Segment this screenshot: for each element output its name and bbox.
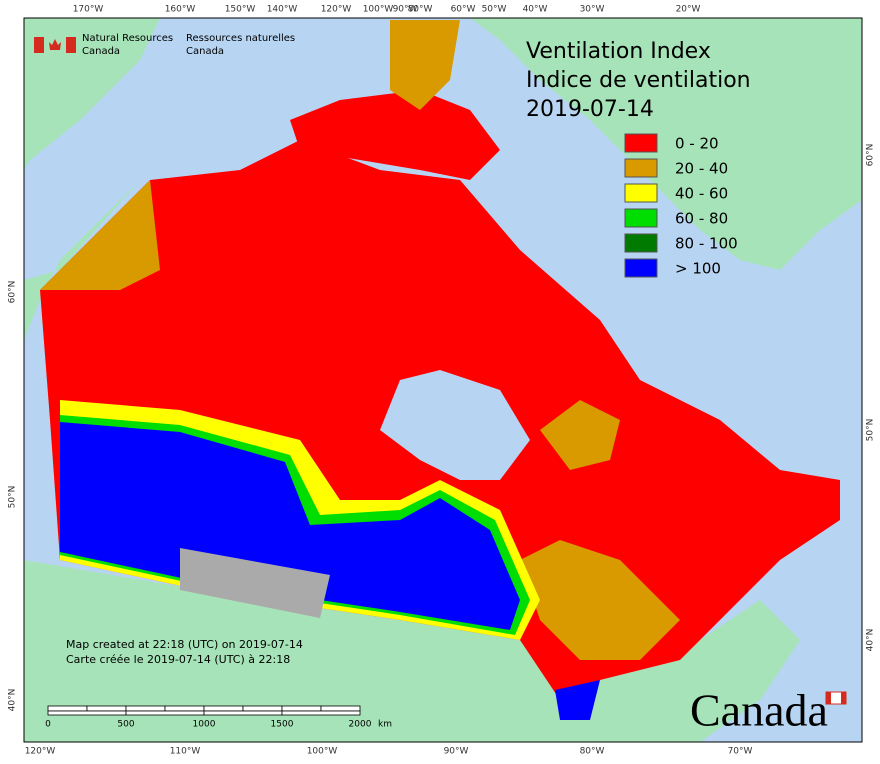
lon-label: 120°W — [321, 5, 352, 15]
lon-label: 70°W — [728, 747, 753, 757]
scale-label: 1500 — [271, 720, 294, 730]
scale-segment — [203, 710, 283, 716]
legend-swatch — [624, 233, 658, 253]
lon-label: 40°W — [523, 5, 548, 15]
land — [24, 18, 160, 170]
lon-label: 170°W — [73, 5, 104, 15]
scale-segment — [47, 705, 88, 712]
scale-segment — [203, 705, 244, 712]
wordmark: Canada — [690, 685, 828, 736]
lon-label: 80°W — [408, 5, 433, 15]
legend-label: 20 - 40 — [675, 160, 728, 178]
lat-label: 60°N — [8, 281, 18, 304]
scale-segment — [164, 705, 205, 712]
lon-label: 50°W — [482, 5, 507, 15]
flag-bar — [826, 692, 831, 704]
scale-segment — [281, 710, 361, 716]
lat-label: 60°N — [866, 144, 876, 167]
lon-label: 120°W — [25, 747, 56, 757]
legend-label: > 100 — [675, 260, 721, 278]
flag-bar — [34, 37, 44, 53]
note: Map created at 22:18 (UTC) on 2019-07-14 — [66, 638, 303, 651]
scale-segment — [320, 705, 361, 712]
ontario-gt-100 — [555, 680, 600, 720]
lat-label: 40°N — [8, 689, 18, 712]
lon-label: 150°W — [225, 5, 256, 15]
legend-swatch — [624, 158, 658, 178]
note: Carte créée le 2019-07-14 (UTC) à 22:18 — [66, 653, 290, 666]
scale-label: 0 — [45, 720, 51, 730]
signature-fr: Canada — [186, 46, 224, 57]
yukon — [40, 180, 160, 290]
maple-leaf — [49, 39, 61, 50]
ellesmere — [390, 20, 460, 110]
lon-label: 100°W — [363, 5, 394, 15]
scale-label: 2000 — [349, 720, 372, 730]
flag-bar — [841, 692, 846, 704]
legend-swatch — [624, 258, 658, 278]
scale-segment — [242, 705, 283, 712]
legend-label: 40 - 60 — [675, 185, 728, 203]
hudson-bay — [380, 370, 530, 480]
lat-label: 50°N — [866, 419, 876, 442]
legend-swatch — [624, 208, 658, 228]
title: Ventilation Index — [526, 39, 711, 64]
lon-label: 90°W — [393, 5, 418, 15]
no-data — [180, 548, 330, 618]
lon-label: 100°W — [307, 747, 338, 757]
lon-label: 80°W — [580, 747, 605, 757]
scale-label: 500 — [117, 720, 134, 730]
title-fr: Indice de ventilation — [526, 68, 751, 93]
scale-segment — [281, 705, 322, 712]
legend-swatch — [624, 183, 658, 203]
lon-label: 110°W — [170, 747, 201, 757]
signature-fr: Ressources naturelles — [186, 33, 295, 44]
lon-label: 30°W — [580, 5, 605, 15]
lon-label: 140°W — [267, 5, 298, 15]
scale-segment — [86, 705, 127, 712]
legend-label: 80 - 100 — [675, 235, 738, 253]
arctic-islands — [290, 90, 500, 180]
quebec-20-40 — [540, 400, 620, 470]
lon-label: 160°W — [165, 5, 196, 15]
usa — [24, 560, 800, 742]
scale-segment — [47, 710, 127, 716]
lat-label: 50°N — [8, 486, 18, 509]
signature-en: Canada — [82, 46, 120, 57]
scale-label: 1000 — [193, 720, 216, 730]
frame — [23, 17, 863, 743]
date: 2019-07-14 — [526, 97, 654, 122]
scale-unit: km — [378, 720, 392, 730]
flag-bar — [66, 37, 76, 53]
south-quebec — [520, 540, 680, 660]
lon-label: 90°W — [444, 747, 469, 757]
lon-label: 60°W — [451, 5, 476, 15]
scale-segment — [125, 705, 166, 712]
signature-en: Natural Resources — [82, 33, 173, 44]
legend-label: 0 - 20 — [675, 135, 719, 153]
lon-label: 20°W — [676, 5, 701, 15]
legend-swatch — [624, 133, 658, 153]
legend-label: 60 - 80 — [675, 210, 728, 228]
prairies-gt-100 — [60, 422, 520, 630]
scale-segment — [125, 710, 205, 716]
greenland — [470, 18, 862, 270]
lat-label: 40°N — [866, 629, 876, 652]
